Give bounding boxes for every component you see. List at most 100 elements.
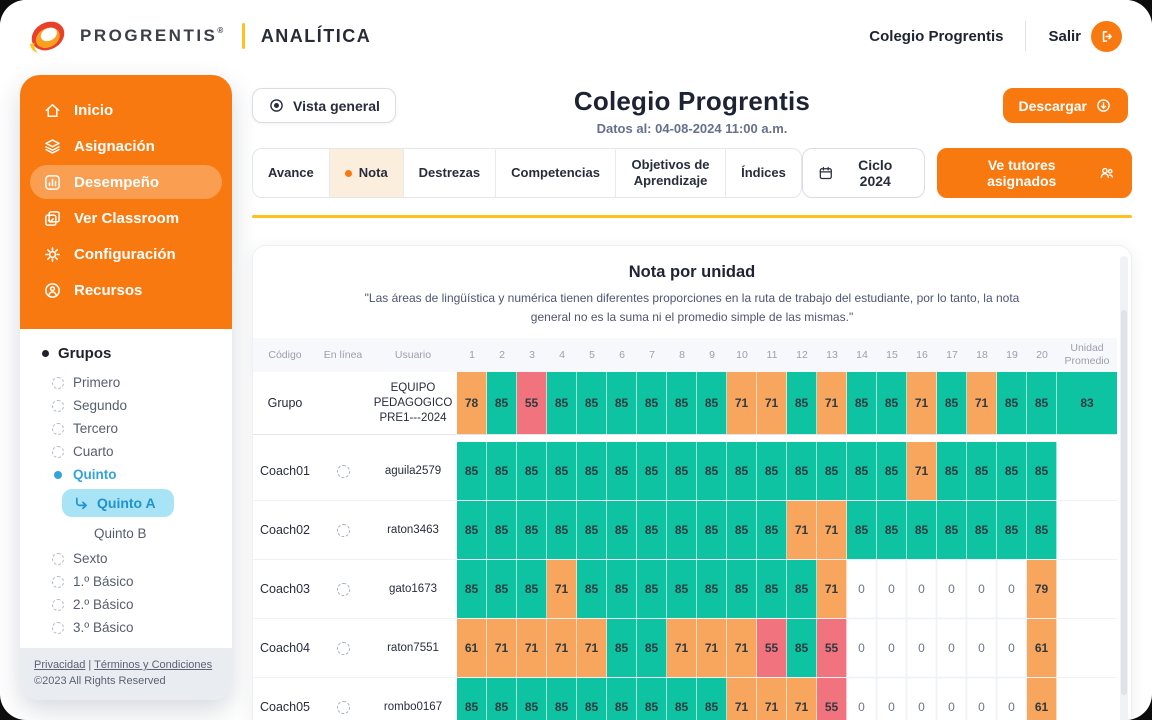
sidebar-group-quinto-b[interactable]: Quinto B	[94, 520, 218, 547]
tutors-button[interactable]: Ve tutores asignados	[937, 148, 1132, 198]
unit-4-score: 71	[547, 619, 577, 678]
unit-2-score: 85	[487, 372, 517, 435]
unit-5-score: 85	[577, 442, 607, 501]
table-row-coach03: Coach03 gato1673 85 85 85 71 85 85 85 85 85 85 85 85 7…	[253, 560, 1117, 620]
unit-10-score: 71	[727, 678, 757, 720]
unit-11-score: 55	[757, 619, 787, 678]
group-status-ring-icon	[52, 575, 64, 588]
scrollbar-thumb[interactable]	[1121, 310, 1127, 695]
unit-20-score: 85	[1027, 501, 1057, 560]
unit-19-score: 85	[997, 501, 1027, 560]
group-item-label: Primero	[73, 375, 121, 390]
sidebar-group-1-basico[interactable]: 1.º Básico	[52, 570, 218, 593]
eye-icon	[270, 99, 283, 112]
sidebar-item-ver-classroom[interactable]: Ver Classroom	[30, 201, 222, 235]
column-header-11: 11	[766, 348, 778, 361]
column-header-12: 12	[796, 348, 808, 361]
column-header-10: 10	[736, 348, 748, 361]
overview-button[interactable]: Vista general	[252, 88, 396, 123]
gear-icon	[42, 244, 62, 264]
tab-indices[interactable]: Índices	[726, 149, 801, 197]
unit-2-score: 71	[487, 619, 517, 678]
sidebar-item-asignacion[interactable]: Asignación	[30, 129, 222, 163]
column-header-2: 2	[499, 348, 505, 361]
tab-avance[interactable]: Avance	[253, 149, 330, 197]
unit-15-score: 85	[877, 442, 907, 501]
top-bar: PROGRENTIS® ANALÍTICA Colegio Progrentis…	[0, 0, 1152, 72]
unit-17-score: 0	[937, 619, 967, 678]
unit-19-score: 0	[997, 619, 1027, 678]
tab-objetivos-de-aprendizaje[interactable]: Objetivos de Aprendizaje	[616, 149, 727, 197]
sidebar-group-primero[interactable]: Primero	[52, 371, 218, 394]
sidebar-group-quinto[interactable]: Quinto	[52, 463, 218, 486]
unit-1-score: 85	[457, 678, 487, 720]
row-code: Coach01	[259, 464, 311, 479]
nota-table: Código En línea Usuario 1 2 3 4 5 6 7 8 9 10 11 12 13 14…	[253, 338, 1117, 720]
row-user: gato1673	[389, 582, 437, 595]
sidebar-item-desempeno[interactable]: Desempeño	[30, 165, 222, 199]
tab-destrezas[interactable]: Destrezas	[404, 149, 497, 197]
tab-nota[interactable]: Nota	[329, 149, 404, 197]
unit-7-score: 85	[637, 442, 667, 501]
column-header-1: 1	[469, 348, 475, 361]
tab-competencias[interactable]: Competencias	[496, 149, 616, 197]
sidebar-group-sexto[interactable]: Sexto	[52, 547, 218, 570]
unit-8-score: 85	[667, 678, 697, 720]
cycle-button[interactable]: Ciclo 2024	[801, 148, 925, 198]
row-code: Coach04	[259, 641, 311, 656]
sidebar-group-tercero[interactable]: Tercero	[52, 417, 218, 440]
unit-9-score: 71	[697, 619, 727, 678]
unit-11-score: 85	[757, 560, 787, 619]
card-quote: "Las áreas de lingüística y numérica tie…	[364, 291, 1020, 324]
column-header-7: 7	[649, 348, 655, 361]
terms-link[interactable]: Términos y Condiciones	[94, 659, 213, 671]
unit-10-score: 85	[727, 442, 757, 501]
sidebar-item-configuracion[interactable]: Configuración	[30, 237, 222, 271]
unit-16-score: 0	[907, 678, 937, 720]
unit-15-score: 85	[877, 372, 907, 435]
sidebar-group-2-basico[interactable]: 2.º Básico	[52, 593, 218, 616]
unit-12-score: 85	[787, 442, 817, 501]
unit-7-score: 85	[637, 619, 667, 678]
brand-divider	[241, 23, 245, 49]
sidebar-group-3-basico[interactable]: 3.º Básico	[52, 616, 218, 639]
online-status-cell	[317, 678, 369, 720]
unit-13-score: 71	[817, 560, 847, 619]
vertical-scrollbar[interactable]	[1120, 256, 1128, 720]
column-header-3: 3	[529, 348, 535, 361]
sidebar-group-segundo[interactable]: Segundo	[52, 394, 218, 417]
sidebar-item-inicio[interactable]: Inicio	[30, 93, 222, 127]
top-bar-separator	[1025, 21, 1027, 51]
unit-17-score: 85	[937, 442, 967, 501]
sidebar-group-quinto-a[interactable]: Quinto A	[62, 489, 174, 517]
table-body: Grupo EQUIPO PEDAGOGICO PRE1---2024 78 85 55…	[253, 372, 1117, 720]
table-row-grupo: Grupo EQUIPO PEDAGOGICO PRE1---2024 78 85 55…	[253, 372, 1117, 436]
unit-13-score: 55	[817, 619, 847, 678]
unit-15-score: 85	[877, 501, 907, 560]
unit-11-score: 85	[757, 501, 787, 560]
group-status-ring-icon	[52, 376, 64, 389]
unit-19-score: 0	[997, 560, 1027, 619]
logout-button[interactable]	[1091, 20, 1122, 52]
unit-5-score: 85	[577, 678, 607, 720]
table-header-row: Código En línea Usuario 1 2 3 4 5 6 7 8 9 10 11 12 13 14…	[253, 338, 1117, 373]
row-user: raton7551	[387, 641, 439, 654]
download-button[interactable]: Descargar	[1002, 88, 1128, 123]
toolbar: Vista general Colegio Progrentis Datos a…	[252, 86, 1132, 136]
column-header-13: 13	[826, 348, 838, 361]
home-icon	[42, 100, 62, 120]
unit-8-score: 85	[667, 560, 697, 619]
footer-links: Privacidad | Términos y Condiciones	[34, 659, 213, 671]
unit-10-score: 85	[727, 501, 757, 560]
unit-average-empty	[1057, 619, 1117, 678]
sidebar-item-recursos[interactable]: Recursos	[30, 273, 222, 307]
unit-16-score: 85	[907, 501, 937, 560]
progrentis-logo-icon	[30, 21, 65, 53]
sidebar-footer: Privacidad | Términos y Condiciones ©202…	[20, 648, 232, 700]
logout-label[interactable]: Salir	[1048, 27, 1081, 45]
privacy-link[interactable]: Privacidad	[34, 659, 86, 671]
branch-arrow-icon	[75, 497, 87, 509]
sidebar-group-cuarto[interactable]: Cuarto	[52, 440, 218, 463]
table-row-coach05: Coach05 rombo0167 85 85 85 85 85 85 85 85 85 71 71 71…	[253, 678, 1117, 720]
